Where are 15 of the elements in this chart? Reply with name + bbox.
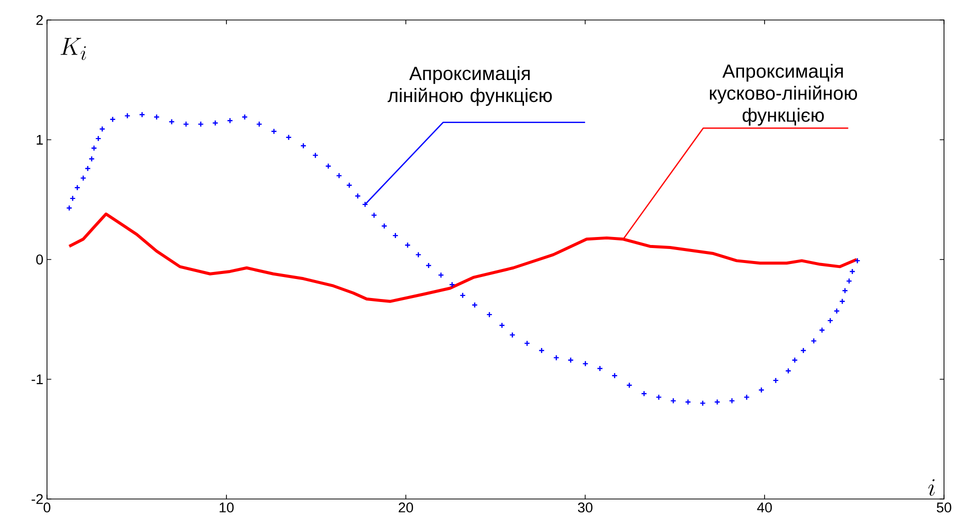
y-axis-title: $K_i$ <box>60 38 86 60</box>
y-tick-label: 1 <box>36 134 43 145</box>
annotation: Апроксимація кусково-лінійною функцією <box>710 64 858 126</box>
x-tick-label: 50 <box>936 502 952 512</box>
x-axis-title: $i$ <box>928 479 935 496</box>
annotation: Апроксимація лінійною функцією <box>388 66 552 106</box>
y-tick-label: -1 <box>32 374 43 384</box>
y-tick-label: -2 <box>32 494 43 504</box>
y-tick-label: 0 <box>36 254 43 264</box>
x-tick-label: 40 <box>757 502 772 512</box>
x-tick-label: 0 <box>44 502 50 512</box>
x-tick-label: 10 <box>220 502 234 512</box>
x-tick-label: 20 <box>398 502 414 512</box>
x-tick-label: 30 <box>578 502 592 512</box>
y-tick-label: 2 <box>36 15 43 25</box>
